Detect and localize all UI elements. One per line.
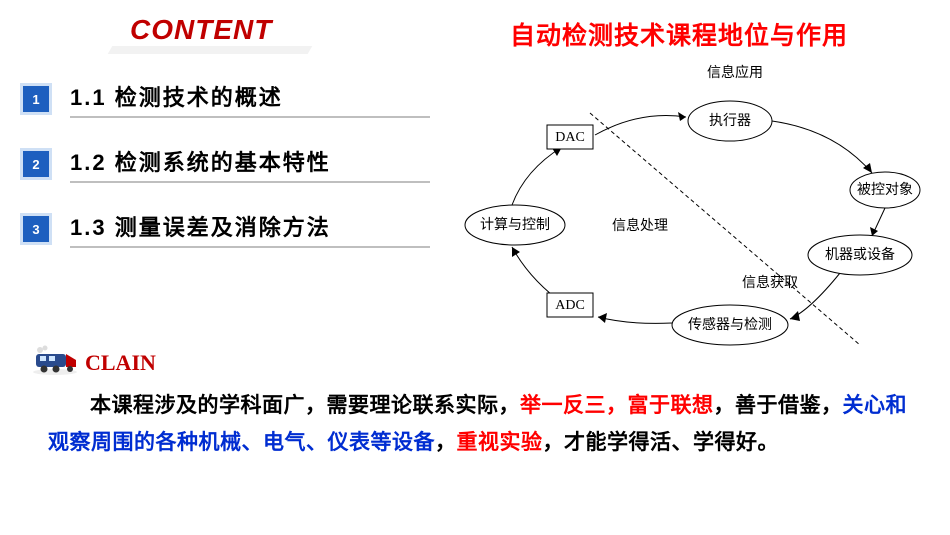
- content-header-shadow: [108, 46, 313, 54]
- toc-text-wrap: 1.3 测量误差及消除方法: [70, 210, 430, 248]
- toc-item: 3 1.3 测量误差及消除方法: [20, 210, 430, 248]
- toc-item: 1 1.1 检测技术的概述: [20, 80, 430, 118]
- text-segment: 重视实验: [457, 431, 543, 454]
- text-segment: 本课程涉及的学科面广，需要理论联系实际，: [90, 394, 520, 417]
- svg-text:被控对象: 被控对象: [857, 182, 913, 198]
- svg-text:执行器: 执行器: [709, 113, 751, 129]
- svg-text:信息处理: 信息处理: [612, 217, 668, 234]
- right-title: 自动检测技术课程地位与作用: [510, 16, 848, 52]
- text-segment: ，善于借鉴，: [714, 394, 843, 417]
- toc-text: 1.3 测量误差及消除方法: [70, 210, 430, 242]
- toc-number: 1: [20, 83, 52, 115]
- toc-item: 2 1.2 检测系统的基本特性: [20, 145, 430, 183]
- text-segment: ，才能学得活、学得好。: [543, 431, 780, 454]
- text-segment: 举一反三，富于联想: [520, 394, 714, 417]
- toc-number: 2: [20, 148, 52, 180]
- toc-text-wrap: 1.1 检测技术的概述: [70, 80, 430, 118]
- svg-text:传感器与检测: 传感器与检测: [688, 316, 772, 333]
- text-segment: ，: [435, 431, 457, 454]
- toc-text-wrap: 1.2 检测系统的基本特性: [70, 145, 430, 183]
- clain-block: CLAIN: [30, 350, 156, 376]
- svg-text:机器或设备: 机器或设备: [825, 246, 895, 263]
- svg-text:信息获取: 信息获取: [742, 274, 798, 291]
- toc-number: 3: [20, 213, 52, 245]
- svg-text:信息应用: 信息应用: [707, 64, 763, 81]
- clain-title: CLAIN: [85, 350, 156, 376]
- clain-label: CLAIN: [85, 350, 156, 375]
- toc-text: 1.1 检测技术的概述: [70, 80, 430, 112]
- toc-text: 1.2 检测系统的基本特性: [70, 145, 430, 177]
- content-header: CONTENT: [130, 14, 272, 46]
- svg-text:计算与控制: 计算与控制: [480, 217, 550, 233]
- cycle-diagram: DAC 执行器被控对象机器或设备传感器与检测 ADC 计算与控制 信息应用信息处理信息获…: [440, 55, 940, 355]
- svg-text:ADC: ADC: [555, 298, 585, 313]
- train-icon: [30, 344, 80, 376]
- svg-text:DAC: DAC: [555, 130, 585, 145]
- body-paragraph: 本课程涉及的学科面广，需要理论联系实际，举一反三，富于联想，善于借鉴，关心和观察…: [48, 388, 918, 462]
